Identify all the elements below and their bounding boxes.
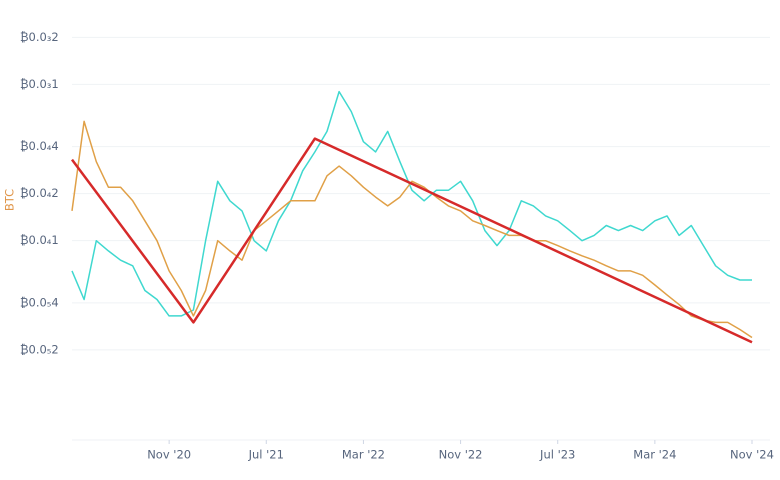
x-tick-label: Jul '21 [248, 448, 284, 462]
price-line [71, 90, 752, 317]
x-tick-label: Nov '24 [730, 448, 774, 462]
trend-line [70, 137, 753, 344]
y-tick-label: ₿0.0₅4 [20, 295, 59, 309]
y-tick-label: ₿0.0₃2 [20, 30, 59, 44]
x-tick-label: Nov '22 [439, 448, 483, 462]
x-tick-label: Jul '23 [539, 448, 575, 462]
price-line [71, 120, 753, 339]
x-tick-label: Mar '24 [633, 448, 676, 462]
x-tick-label: Nov '20 [147, 448, 191, 462]
y-axis-title: BTC [3, 189, 17, 211]
y-tick-label: ₿0.0₄2 [20, 186, 59, 200]
y-tick-label: ₿0.0₃1 [20, 77, 59, 91]
y-tick-label: ₿0.0₄4 [20, 139, 59, 153]
y-tick-label: ₿0.0₄1 [20, 233, 59, 247]
x-tick-label: Mar '22 [342, 448, 385, 462]
y-tick-label: ₿0.0₅2 [20, 342, 59, 356]
